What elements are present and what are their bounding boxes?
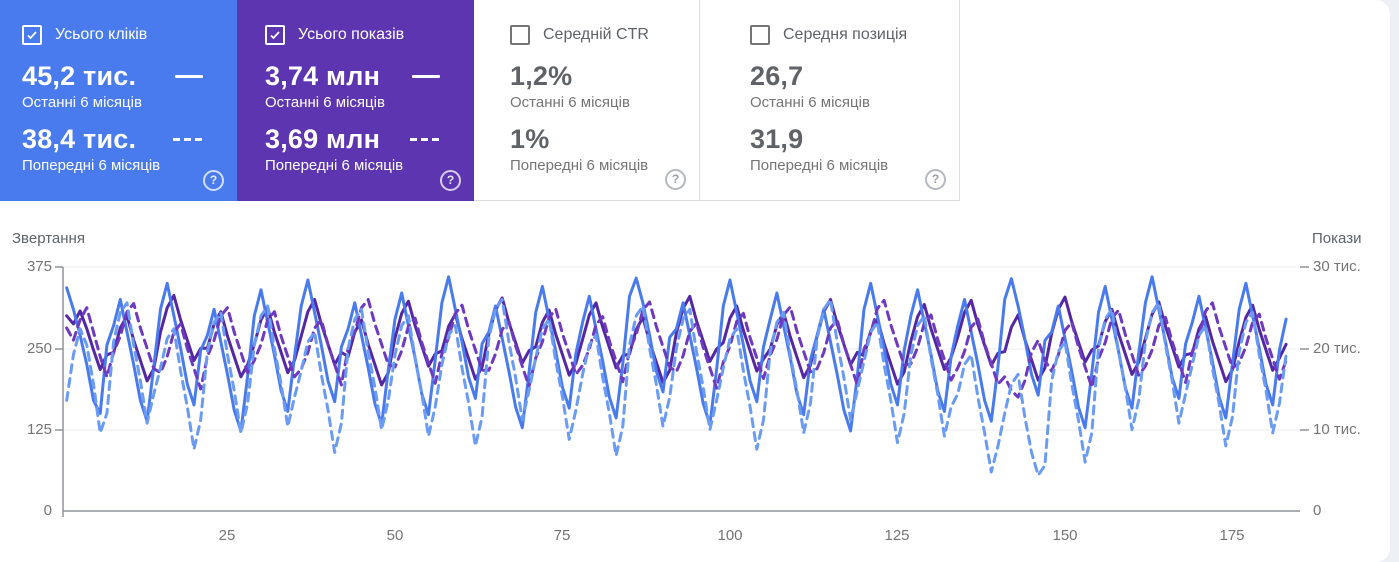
left-axis-title: Звертання [12, 230, 85, 247]
card-header: Усього показів [265, 24, 474, 46]
x-axis-tick: 75 [553, 527, 571, 544]
x-axis-tick: 175 [1219, 527, 1245, 544]
previous-period-label: Попередні 6 місяців [265, 157, 404, 174]
card-total-clicks[interactable]: Усього кліків 45,2 тис. Останні 6 місяці… [0, 0, 237, 201]
help-icon[interactable]: ? [665, 169, 686, 190]
right-axis-title: Покази [1312, 230, 1362, 247]
card-total-impressions[interactable]: Усього показів 3,74 млн Останні 6 місяці… [237, 0, 474, 201]
x-axis-tick: 50 [386, 527, 404, 544]
card-header: Усього кліків [22, 24, 237, 46]
current-period-label: Останні 6 місяців [510, 94, 630, 111]
current-value-row: 26,7 [750, 61, 959, 91]
previous-period-label: Попередні 6 місяців [510, 157, 649, 174]
total-impressions-checkbox[interactable] [265, 25, 285, 45]
dashed-line-legend-icon [410, 137, 440, 141]
current-value-row: 45,2 тис. [22, 61, 237, 91]
current-value-row: 3,74 млн [265, 61, 474, 91]
previous-value: 3,69 млн [265, 123, 381, 154]
average-position-checkbox[interactable] [750, 25, 770, 45]
solid-line-legend-icon [175, 74, 203, 78]
card-header: Середня позиція [750, 24, 959, 46]
current-value: 26,7 [750, 60, 804, 91]
card-header: Середній CTR [510, 24, 699, 46]
right-axis-tick: 20 тис. [1313, 340, 1361, 357]
series-line-0 [65, 275, 1288, 433]
previous-period-label: Попередні 6 місяців [22, 157, 161, 174]
left-axis-tick: 0 [43, 502, 52, 519]
card-average-ctr[interactable]: Середній CTR 1,2% Останні 6 місяців 1% П… [474, 0, 700, 201]
card-average-position[interactable]: Середня позиція 26,7 Останні 6 місяців 3… [700, 0, 960, 201]
previous-value: 1% [510, 123, 550, 154]
left-axis-tick: 125 [26, 421, 52, 438]
right-axis-tick: 10 тис. [1313, 421, 1361, 438]
dashed-line-legend-icon [173, 137, 203, 141]
total-clicks-checkbox[interactable] [22, 25, 42, 45]
help-icon[interactable]: ? [203, 170, 224, 191]
left-axis-tick: 250 [26, 340, 52, 357]
series-line-3 [65, 298, 1288, 399]
right-axis-tick: 30 тис. [1313, 258, 1361, 275]
current-value: 45,2 тис. [22, 60, 137, 91]
previous-value: 31,9 [750, 123, 804, 154]
x-axis-tick: 125 [884, 527, 910, 544]
card-label: Середній CTR [543, 26, 649, 43]
current-period-label: Останні 6 місяців [22, 94, 142, 111]
right-axis-tick: 0 [1313, 502, 1322, 519]
left-axis-tick: 375 [26, 258, 52, 275]
metric-cards-row: Усього кліків 45,2 тис. Останні 6 місяці… [0, 0, 960, 201]
x-axis-tick: 25 [218, 527, 236, 544]
previous-value: 38,4 тис. [22, 123, 137, 154]
current-value: 1,2% [510, 60, 573, 91]
card-label: Усього показів [298, 26, 405, 43]
checkmark-icon [27, 31, 37, 40]
card-label: Середня позиція [783, 26, 908, 43]
series-line-2 [65, 294, 1288, 387]
help-icon[interactable]: ? [440, 170, 461, 191]
series-line-1 [65, 298, 1288, 477]
solid-line-legend-icon [412, 74, 440, 78]
current-period-label: Останні 6 місяців [265, 94, 385, 111]
current-value: 3,74 млн [265, 60, 381, 91]
previous-period-label: Попередні 6 місяців [750, 157, 889, 174]
help-icon[interactable]: ? [925, 169, 946, 190]
current-value-row: 1,2% [510, 61, 699, 91]
x-axis-tick: 150 [1052, 527, 1078, 544]
previous-value-row: 38,4 тис. [22, 124, 237, 154]
previous-value-row: 3,69 млн [265, 124, 474, 154]
previous-value-row: 31,9 [750, 124, 959, 154]
checkmark-icon [270, 31, 280, 40]
previous-value-row: 1% [510, 124, 699, 154]
current-period-label: Останні 6 місяців [750, 94, 870, 111]
card-label: Усього кліків [55, 26, 148, 43]
x-axis-tick: 100 [717, 527, 743, 544]
average-ctr-checkbox[interactable] [510, 25, 530, 45]
